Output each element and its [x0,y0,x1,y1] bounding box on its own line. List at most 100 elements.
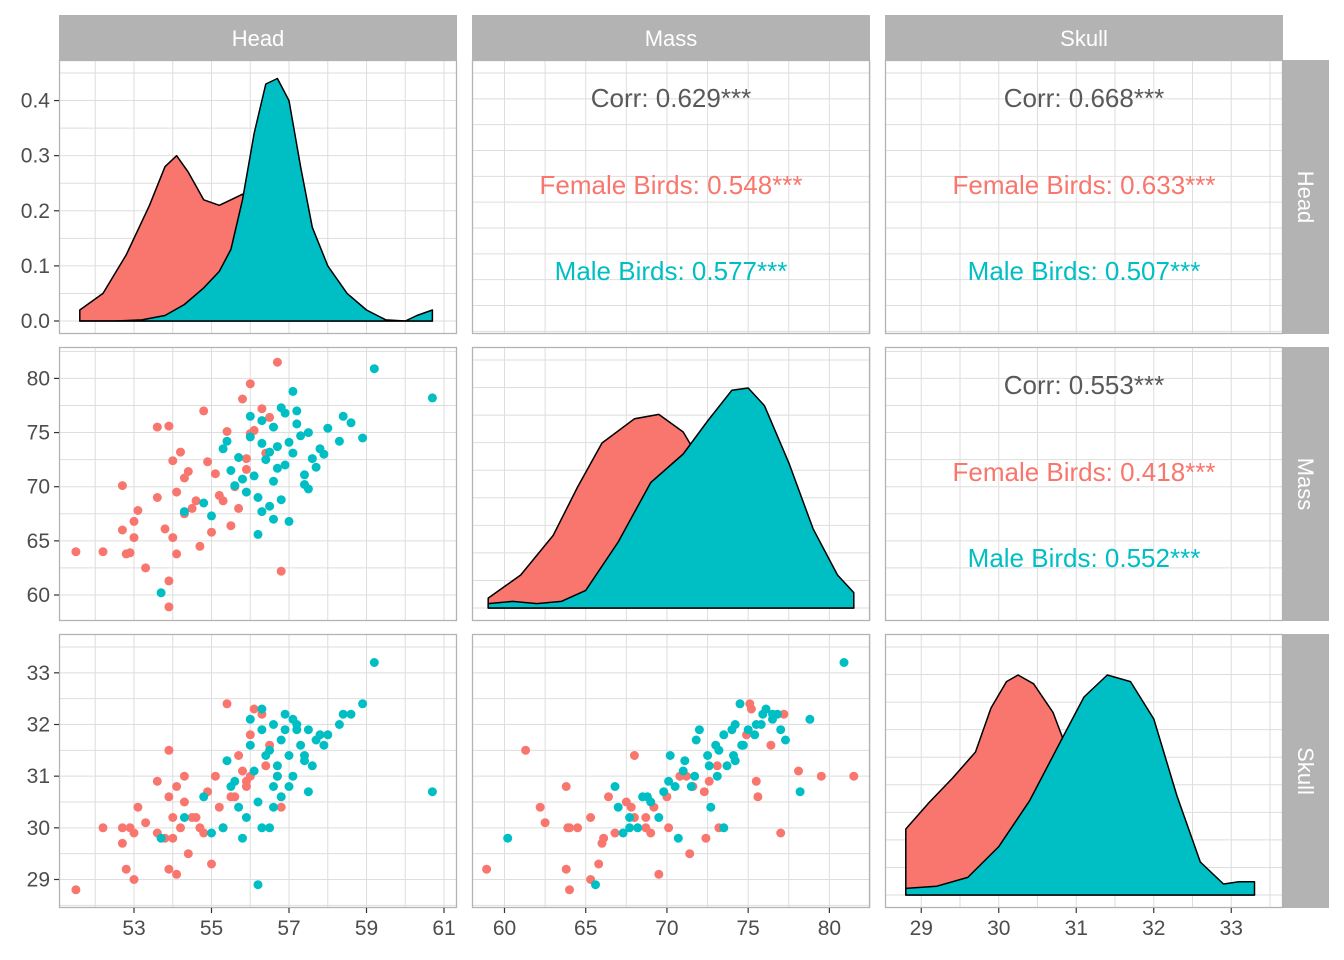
scatter-point-female [604,792,613,802]
x-tick-label-mass: 65 [574,917,597,940]
scatter-point-female [207,859,216,869]
scatter-point-male [610,782,620,791]
scatter-point-female [168,533,178,543]
scatter-point-female [117,838,127,848]
scatter-point-male [323,423,333,433]
scatter-point-male [678,766,688,776]
scatter-point-male [730,756,740,766]
panel-border [58,633,458,909]
scatter-point-female [176,823,185,833]
scatter-point-male [323,730,333,740]
scatter-point-female [265,412,275,422]
scatter-point-female [141,563,151,573]
scatter-point-male [613,802,623,812]
scatter-point-female [222,427,232,436]
panel-mass-skull [885,347,1283,621]
scatter-point-male [249,471,259,481]
y-tick-label-density: 0.3 [21,145,50,168]
panel-mass-head [59,347,457,621]
x-tick-label-mass: 80 [818,917,841,940]
strip-mass-right [1283,347,1329,621]
scatter-point-male [743,725,753,735]
scatter-point-male [292,419,302,429]
scatter-point-male [280,460,290,470]
scatter-point-male [222,756,232,766]
x-tick-label-mass: 70 [655,917,678,940]
scatter-point-male [292,725,302,735]
scatter-point-female [152,493,162,502]
scatter-point-female [626,802,636,812]
strip-mass-top [472,15,870,60]
x-tick-label-skull: 30 [987,917,1010,940]
scatter-point-female [172,869,182,879]
scatter-point-female [179,473,189,483]
scatter-point-female [164,421,174,431]
scatter-point-male [207,511,216,521]
scatter-point-male [768,714,777,724]
scatter-point-male [334,436,344,446]
scatter-point-female [794,766,803,776]
scatter-point-female [561,864,571,874]
scatter-point-female [535,802,545,812]
scatter-point-female [482,864,492,874]
scatter-point-male [346,418,356,428]
scatter-point-female [214,802,224,812]
scatter-point-male [665,751,675,760]
scatter-point-male [245,740,255,750]
scatter-point-female [234,503,244,513]
scatter-point-male [288,448,298,458]
scatter-point-male [269,720,278,729]
scatter-point-female [599,833,609,843]
corr-label-male-head-mass: Male Birds: 0.577*** [555,256,788,286]
scatter-point-male [625,813,635,822]
scatter-point-male [218,444,228,454]
scatter-point-male [704,761,714,771]
scatter-point-female [701,833,711,843]
scatter-point-female [261,761,271,771]
scatter-point-male [722,761,732,771]
scatter-point-female [179,771,189,781]
scatter-point-male [241,813,251,822]
scatter-point-female [164,792,174,802]
scatter-point-male [276,495,286,505]
scatter-point-male [226,466,236,475]
scatter-point-male [234,453,244,462]
scatter-point-male [249,766,259,776]
scatter-point-male [238,833,247,843]
scatter-point-female [183,849,193,859]
y-tick-label-skull: 29 [27,869,50,892]
scatter-point-male [503,833,513,843]
scatter-point-male [719,823,729,833]
scatter-point-female [816,771,826,781]
scatter-point-male [276,735,286,745]
scatter-point-female [172,549,182,559]
x-tick-label-head: 53 [122,917,145,940]
y-tick-label-mass: 75 [27,422,50,445]
scatter-point-male [265,447,275,457]
scatter-point-male [230,481,240,491]
scatter-point-male [300,470,309,480]
scatter-point-male [199,498,209,508]
scatter-point-male [686,782,696,791]
y-tick-label-skull: 30 [27,817,50,840]
panel-skull-mass [472,634,871,908]
scatter-point-female [685,849,695,859]
scatter-point-male [222,436,232,446]
scatter-point-female [238,766,247,776]
scatter-point-male [280,725,290,735]
scatter-point-female [125,548,135,558]
scatter-point-female [241,464,251,474]
scatter-point-female [98,823,108,833]
scatter-point-female [245,730,255,740]
scatter-point-female [249,704,259,714]
scatter-point-male [712,771,722,781]
scatter-point-female [164,745,174,755]
strip-label-skull-top: Skull [1060,26,1108,51]
scatter-point-male [234,802,244,812]
scatter-point-female [187,503,197,513]
scatter-point-female [117,823,127,833]
scatter-point-female [164,576,174,586]
scatter-point-male [257,823,267,833]
scatter-point-male [758,709,768,719]
